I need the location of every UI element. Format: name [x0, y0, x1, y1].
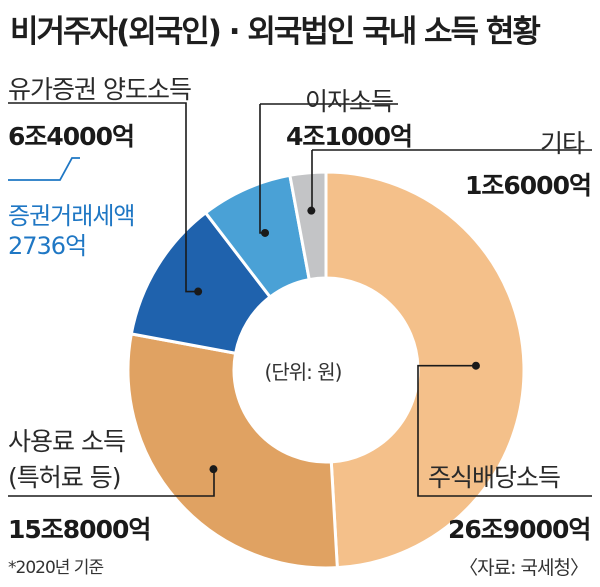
label-securities: 유가증권 양도소득 [8, 75, 192, 104]
value-dividend: 26조9000억 [448, 515, 591, 544]
leader-dot-dividend [471, 361, 480, 370]
leader-dot-royalty [209, 465, 218, 474]
slice-dividend [324, 170, 526, 570]
label-dividend: 주식배당소득 [428, 463, 561, 492]
label-interest: 이자소득 [305, 87, 394, 116]
leader-securities [8, 102, 199, 293]
value-interest: 4조1000억 [286, 122, 413, 151]
source-note: 〈자료: 국세청〉 [459, 557, 589, 579]
chart-title: 비거주자(외국인) · 외국법인 국내 소득 현황 [10, 14, 541, 50]
slice-royalty [126, 332, 339, 570]
unit-label: (단위: 원) [264, 360, 343, 384]
value-other: 1조6000억 [465, 171, 592, 200]
leader-dot-securities [194, 287, 203, 296]
tax-bracket [8, 157, 80, 181]
label-royalty-line2: (특허료 등) [8, 463, 121, 492]
label-other: 기타 [540, 129, 585, 158]
leader-dot-other [307, 206, 316, 215]
leader-other [311, 150, 313, 212]
label-royalty: 사용료 소득 [8, 427, 126, 456]
value-securities: 6조4000억 [8, 122, 135, 151]
value-royalty: 15조8000억 [8, 515, 151, 544]
footnote: *2020년 기준 [8, 558, 104, 578]
slice-other [288, 170, 328, 282]
label-tax: 증권거래세액 [8, 202, 135, 230]
value-tax: 2736억 [8, 232, 87, 260]
leader-dividend [417, 364, 592, 497]
leader-dot-interest [261, 228, 270, 237]
donut-hole [235, 279, 417, 461]
